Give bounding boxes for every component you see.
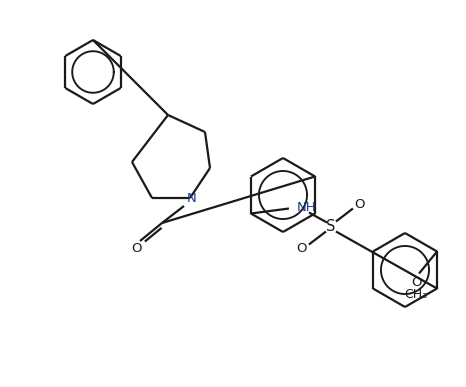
Text: N: N bbox=[187, 192, 197, 205]
Text: NH: NH bbox=[297, 201, 316, 214]
Text: O: O bbox=[411, 276, 421, 289]
Text: CH₃: CH₃ bbox=[404, 288, 428, 301]
Text: O: O bbox=[131, 243, 141, 255]
Text: S: S bbox=[326, 219, 336, 234]
Text: O: O bbox=[355, 198, 365, 211]
Text: O: O bbox=[297, 242, 307, 255]
